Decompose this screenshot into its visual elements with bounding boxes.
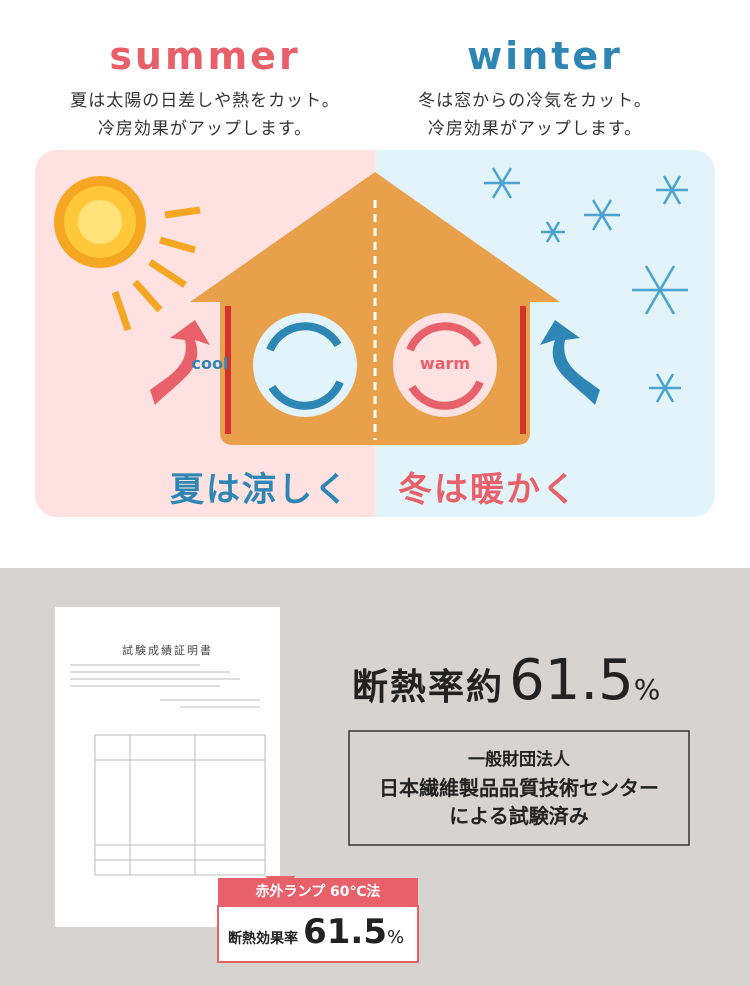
certificate-title: 試験成績証明書 xyxy=(122,644,213,657)
institute-box xyxy=(348,730,690,846)
winter-text: 冬は窓からの冷気をカット。 xyxy=(418,91,652,111)
result-label: 断熱率約 xyxy=(352,667,505,708)
institute-line: 日本繊維製品品質技術センター xyxy=(379,776,659,800)
callout-body xyxy=(217,905,419,963)
callout-value: 61.5 xyxy=(303,912,387,952)
callout-label: 断熱効果率 xyxy=(228,931,298,947)
institute-line: による試験済み xyxy=(449,804,589,828)
callout-unit: % xyxy=(386,927,405,948)
result: 断熱率約 61.5% xyxy=(352,648,660,713)
summer-caption: 夏は涼しく xyxy=(170,470,350,510)
callout-header xyxy=(218,878,418,906)
summer-text: 冷房効果がアップします。 xyxy=(97,119,313,139)
snowflakes xyxy=(484,167,688,403)
cold-arrow xyxy=(540,320,600,405)
winter-caption: 冬は暖かく xyxy=(398,470,578,510)
house xyxy=(190,172,560,445)
cool-label: cool xyxy=(191,354,229,373)
callout-result: 断熱効果率 61.5% xyxy=(228,912,404,952)
winter-heading: winter xyxy=(467,34,623,78)
result-value: 61.5 xyxy=(509,648,634,713)
heat-arrow xyxy=(150,320,210,405)
summer-text: 夏は太陽の日差しや熱をカット。 xyxy=(70,91,340,111)
certificate xyxy=(55,607,280,927)
sun xyxy=(54,176,201,332)
institute-line: 一般財団法人 xyxy=(468,750,570,770)
institute: 一般財団法人 日本繊維製品品質技術センター による試験済み xyxy=(349,746,689,830)
summer-heading: summer xyxy=(109,34,301,78)
winter-text: 冷房効果がアップします。 xyxy=(427,119,643,139)
callout-method: 赤外ランプ 60℃法 xyxy=(255,884,381,900)
warm-label: warm xyxy=(419,354,471,373)
result-unit: % xyxy=(633,673,661,706)
